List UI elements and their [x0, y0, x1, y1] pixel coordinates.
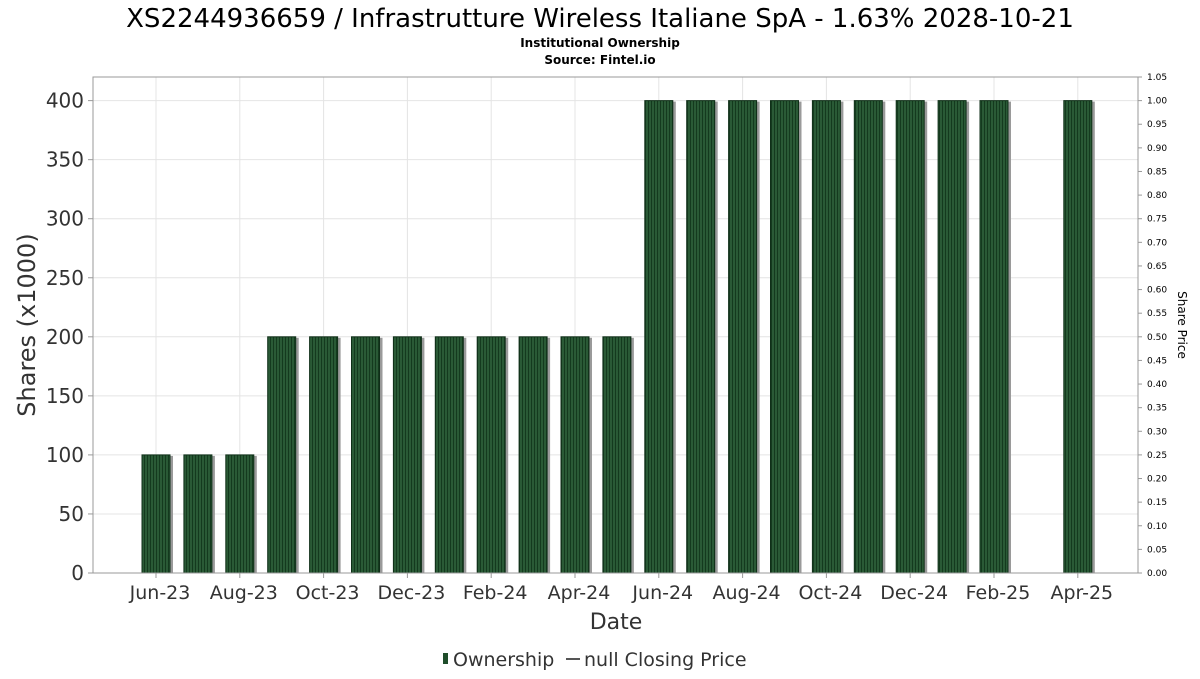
- plot-frame: [92, 76, 1139, 574]
- y2-tick-label: 0.90: [1147, 144, 1167, 154]
- ownership-bar: [476, 336, 506, 574]
- y2-tick-label: 0.25: [1147, 451, 1167, 461]
- y2-tick-label: 0.40: [1147, 380, 1167, 390]
- ownership-bar: [686, 100, 716, 574]
- chart-source: Source: Fintel.io: [544, 53, 655, 67]
- ownership-bar: [895, 100, 925, 574]
- y-tick-label: 200: [46, 325, 84, 349]
- y2-tick-label: 0.50: [1147, 333, 1167, 343]
- y2-tick-label: 0.75: [1147, 215, 1167, 225]
- y2-tick-label: 1.00: [1147, 97, 1167, 107]
- y2-tick-label: 0.85: [1147, 167, 1167, 177]
- ownership-bar: [770, 100, 799, 574]
- y2-tick-label: 0.70: [1147, 238, 1167, 248]
- y2-tick-label: 0.00: [1147, 569, 1167, 579]
- x-tick-label: Apr-24: [548, 582, 611, 604]
- legend: Ownership null Closing Price: [443, 649, 747, 671]
- y2-tick-label: 0.65: [1147, 262, 1167, 272]
- chart-title: XS2244936659 / Infrastrutture Wireless I…: [126, 4, 1074, 34]
- y2-tick-label: 0.60: [1147, 286, 1167, 296]
- x-tick-label: Oct-23: [296, 582, 360, 604]
- x-tick-label: Jun-24: [631, 582, 693, 604]
- x-tick-label: Oct-24: [798, 582, 862, 604]
- ownership-bar: [351, 336, 380, 574]
- y-tick-label: 300: [46, 207, 84, 231]
- y2-tick-label: 0.20: [1147, 475, 1167, 485]
- x-axis-label: Date: [590, 610, 643, 635]
- y-axis-label: Shares (x1000): [13, 233, 41, 416]
- y2-tick-label: 0.55: [1147, 309, 1167, 319]
- y2-tick-label: 1.05: [1147, 73, 1167, 83]
- ownership-bar: [1063, 100, 1093, 574]
- y-tick-label: 250: [46, 266, 84, 290]
- x-tick-label: Feb-24: [463, 582, 528, 604]
- y-tick-label: 400: [46, 89, 84, 113]
- y2-tick-label: 0.15: [1147, 498, 1167, 508]
- y2-tick-label: 0.05: [1147, 545, 1167, 555]
- y-axis-ticks: 0 50 100 150 200 250 300 350 400: [46, 89, 93, 585]
- ownership-bar: [518, 336, 548, 574]
- ownership-bar: [602, 336, 632, 574]
- y2-tick-label: 0.35: [1147, 404, 1167, 414]
- ownership-bar: [644, 100, 674, 574]
- x-tick-label: Apr-25: [1050, 582, 1113, 604]
- y2-tick-label: 0.45: [1147, 356, 1167, 366]
- chart-subtitle: Institutional Ownership: [520, 36, 680, 50]
- ownership-bar: [392, 336, 422, 574]
- x-tick-label: Feb-25: [966, 582, 1031, 604]
- x-tick-label: Aug-24: [713, 582, 781, 604]
- legend-ownership-label: Ownership: [453, 649, 554, 671]
- x-tick-label: Aug-23: [210, 582, 278, 604]
- ownership-bar: [937, 100, 967, 574]
- ownership-bar: [309, 336, 339, 574]
- y-tick-label: 350: [46, 148, 84, 172]
- ownership-bar: [141, 454, 171, 574]
- y2-axis-ticks: 0.00 0.05 0.10 0.15 0.20 0.25 0.30 0.35 0.40 0.45…: [1138, 73, 1167, 579]
- ownership-bar: [183, 454, 213, 574]
- ownership-bar: [979, 100, 1009, 574]
- ownership-bar: [728, 100, 758, 574]
- y-tick-label: 0: [71, 561, 84, 585]
- x-tick-label: Dec-23: [377, 582, 445, 604]
- ownership-bar: [560, 336, 590, 574]
- y-tick-label: 100: [46, 443, 84, 467]
- y2-tick-label: 0.30: [1147, 427, 1167, 437]
- x-axis-ticks: Jun-23 Aug-23 Oct-23 Dec-23 Feb-24 Apr-24 Jun-…: [129, 573, 1113, 604]
- x-tick-label: Jun-23: [129, 582, 191, 604]
- y2-tick-label: 0.10: [1147, 522, 1167, 532]
- y2-tick-label: 0.80: [1147, 191, 1167, 201]
- y2-axis-label: Share Price: [1175, 291, 1189, 359]
- y2-tick-label: 0.95: [1147, 120, 1167, 130]
- ownership-bar: [853, 100, 883, 574]
- y-tick-label: 50: [59, 502, 84, 526]
- y-tick-label: 150: [46, 384, 84, 408]
- ownership-bar: [267, 336, 297, 574]
- legend-ownership-swatch: [443, 653, 448, 664]
- ownership-bar: [225, 454, 255, 574]
- x-tick-label: Dec-24: [880, 582, 948, 604]
- ownership-bar: [434, 336, 464, 574]
- legend-price-label: null Closing Price: [584, 649, 747, 671]
- ownership-bar: [811, 100, 841, 574]
- bars: [141, 100, 1095, 574]
